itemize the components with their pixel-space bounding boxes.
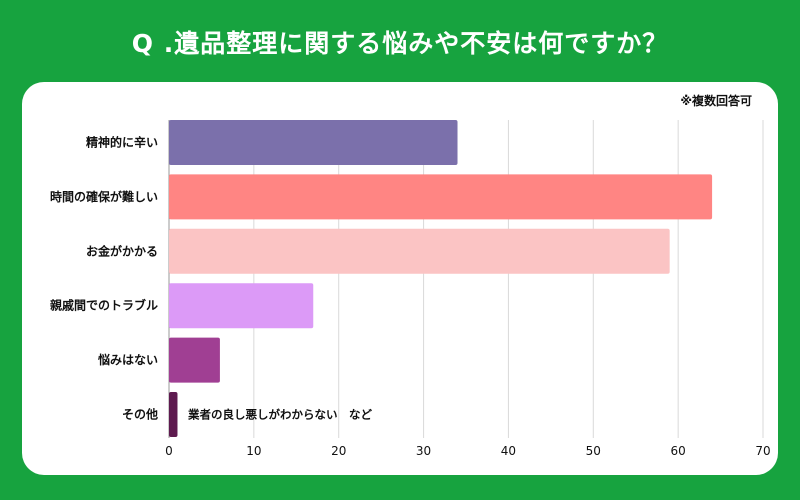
- multiple-answer-note: ※複数回答可: [680, 94, 752, 108]
- bar: [169, 120, 458, 165]
- bar: [169, 283, 314, 329]
- bar: [169, 174, 713, 220]
- bar: [169, 337, 220, 383]
- category-label: 悩みはない: [97, 352, 158, 367]
- x-tick-label: 20: [331, 444, 346, 458]
- category-label: 精神的に辛い: [86, 135, 158, 150]
- bar: [169, 392, 178, 437]
- category-label: 親戚間でのトラブル: [50, 298, 158, 313]
- x-tick-label: 10: [246, 444, 261, 458]
- category-label: その他: [122, 407, 158, 422]
- x-tick-label: 40: [501, 444, 516, 458]
- page-title: Q .遺品整理に関する悩みや不安は何ですか？: [131, 29, 669, 58]
- x-tick-label: 60: [671, 444, 686, 458]
- category-label: 時間の確保が難しい: [50, 189, 158, 204]
- x-tick-label: 50: [586, 444, 601, 458]
- x-tick-label: 70: [755, 444, 770, 458]
- category-label: お金がかかる: [86, 243, 158, 258]
- x-tick-label: 30: [416, 444, 431, 458]
- x-tick-label: 0: [165, 444, 173, 458]
- bar: [169, 228, 670, 274]
- bar-annotation: 業者の良し悪しがわからない など: [187, 408, 372, 422]
